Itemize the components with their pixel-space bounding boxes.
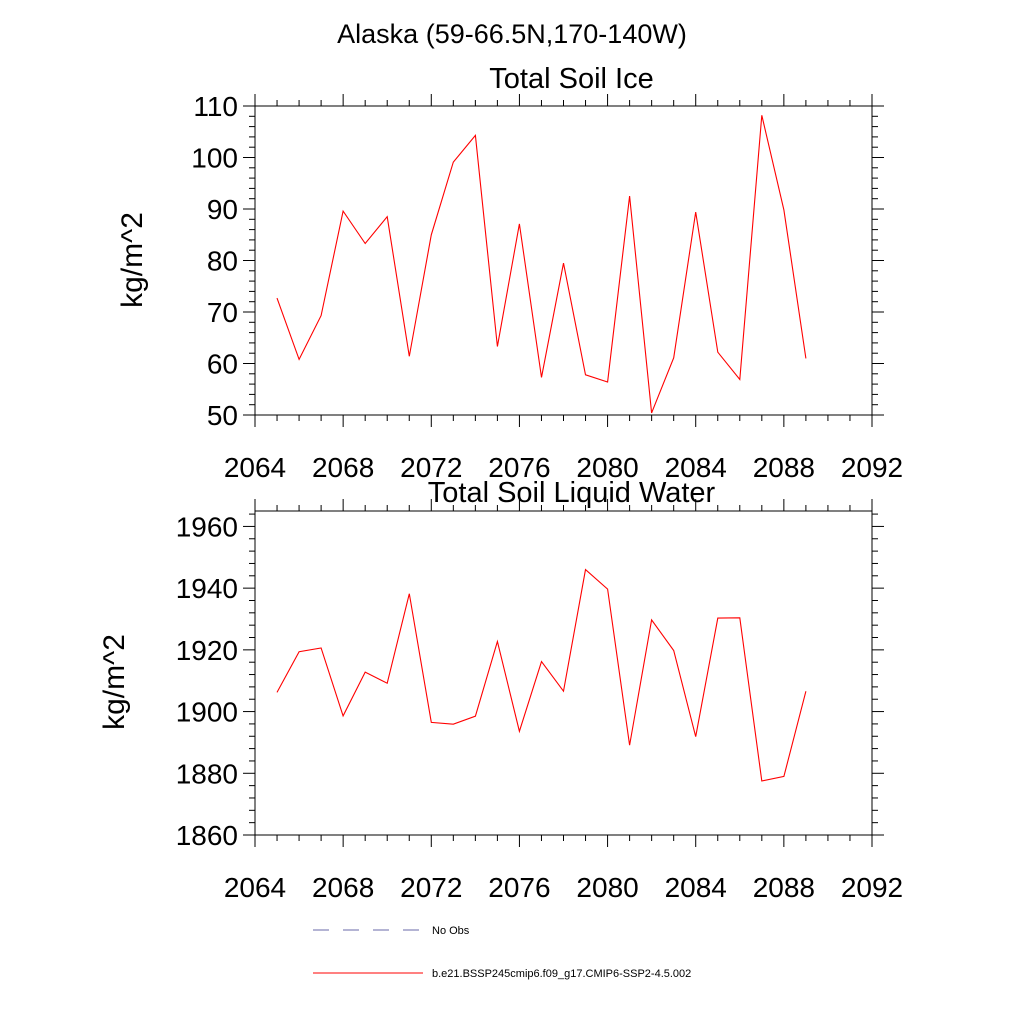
chart-title: Total Soil Ice (489, 63, 653, 95)
y-tick-label: 1960 (176, 511, 238, 542)
x-tick-label: 2064 (224, 872, 286, 903)
x-tick-label: 2072 (400, 872, 462, 903)
y-tick-label: 60 (207, 349, 238, 380)
x-tick-label: 2088 (753, 872, 815, 903)
chart-title: Total Soil Liquid Water (428, 477, 716, 509)
x-tick-label: 2072 (400, 452, 462, 483)
y-tick-label: 100 (191, 143, 238, 174)
legend: No Obs b.e21.BSSP245cmip6.f09_g17.CMIP6-… (313, 925, 691, 980)
y-tick-label: 1940 (176, 573, 238, 604)
series-line (276, 115, 807, 414)
x-tick-label: 2064 (224, 452, 286, 483)
x-tick-label: 2068 (312, 452, 374, 483)
x-tick-label: 2068 (312, 872, 374, 903)
series-line (276, 568, 807, 782)
y-tick-label: 110 (193, 91, 238, 122)
legend-label-model: b.e21.BSSP245cmip6.f09_g17.CMIP6-SSP2-4.… (432, 968, 691, 980)
x-tick-label: 2076 (488, 872, 550, 903)
x-tick-label: 2076 (488, 452, 550, 483)
chart-panel-soil-ice: 2064 2068 2072 2076 2080 2084 2088 2092 50 60 70 80… (116, 63, 903, 483)
plot-frame (254, 510, 873, 836)
x-tick-label: 2092 (841, 452, 903, 483)
y-axis-label: kg/m^2 (116, 212, 149, 308)
plot-frame (254, 105, 873, 416)
y-tick-label: 1900 (176, 697, 238, 728)
y-tick-label: 1860 (176, 820, 238, 851)
y-tick-label: 70 (207, 297, 238, 328)
x-tick-label: 2084 (665, 872, 727, 903)
y-tick-label: 1920 (176, 635, 238, 666)
y-tick-label: 90 (207, 194, 238, 225)
x-tick-label: 2084 (665, 452, 727, 483)
x-tick-label: 2080 (576, 872, 638, 903)
x-tick-label: 2088 (753, 452, 815, 483)
figure-title: Alaska (59-66.5N,170-140W) (337, 19, 687, 49)
y-tick-label: 80 (207, 246, 238, 277)
x-tick-label: 2080 (576, 452, 638, 483)
y-axis-label: kg/m^2 (98, 634, 131, 730)
y-tick-label: 1880 (176, 758, 238, 789)
legend-label-no-obs: No Obs (432, 925, 470, 937)
y-tick-label: 50 (207, 400, 238, 431)
x-tick-label: 2092 (841, 872, 903, 903)
chart-panel-soil-liquid-water: 2064 2068 2072 2076 2080 2084 2088 2092 1860 1880… (98, 477, 903, 903)
